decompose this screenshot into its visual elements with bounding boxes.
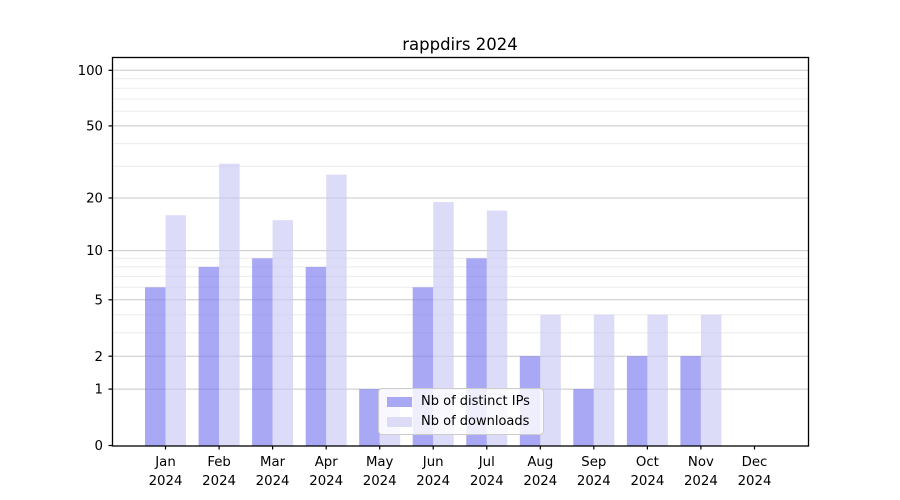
x-tick-label-year: 2024 — [577, 474, 611, 489]
x-tick-label-year: 2024 — [363, 474, 397, 489]
x-tick-label-year: 2024 — [738, 474, 772, 489]
y-tick-label: 100 — [78, 64, 103, 79]
bar-nov-downloads — [700, 314, 722, 446]
legend-swatch-distinct-ips — [387, 396, 412, 407]
x-tick-label-month: Feb — [207, 455, 231, 470]
x-tick-label-month: Mar — [260, 455, 286, 470]
legend-item-downloads: Nb of downloads — [387, 414, 535, 429]
bar-aug-downloads — [540, 314, 561, 446]
x-tick-label-month: Jul — [478, 455, 495, 470]
x-tick-label-month: Dec — [742, 455, 768, 470]
x-tick-label-year: 2024 — [309, 474, 343, 489]
legend-swatch-downloads — [387, 416, 412, 427]
bar-jan-distinct-ips — [145, 287, 166, 446]
chart-title: rappdirs 2024 — [402, 35, 518, 54]
x-tick-label-month: Jun — [422, 455, 444, 470]
bar-jan-downloads — [165, 215, 186, 446]
x-tick-label-month: Aug — [527, 455, 553, 470]
x-tick-label-year: 2024 — [202, 474, 236, 489]
bar-feb-downloads — [219, 163, 240, 446]
bar-feb-distinct-ips — [198, 266, 220, 446]
bar-nov-distinct-ips — [680, 356, 701, 446]
bar-may-distinct-ips — [359, 389, 380, 446]
x-tick-label-year: 2024 — [470, 474, 504, 489]
bar-mar-distinct-ips — [252, 258, 273, 446]
y-tick-label: 20 — [86, 192, 103, 207]
bars-layer — [145, 163, 722, 446]
x-tick-label-year: 2024 — [630, 474, 664, 489]
x-tick-label-year: 2024 — [256, 474, 290, 489]
legend-label-distinct-ips: Nb of distinct IPs — [421, 394, 530, 409]
x-tick-label-month: Sep — [581, 455, 606, 470]
y-tick-label: 0 — [95, 439, 103, 454]
bar-sep-downloads — [593, 314, 615, 446]
x-tick-label-month: Jan — [154, 455, 176, 470]
x-tick-label-year: 2024 — [684, 474, 718, 489]
bar-jul-downloads — [486, 210, 508, 446]
x-tick-label-year: 2024 — [523, 474, 557, 489]
bar-sep-distinct-ips — [573, 389, 594, 446]
y-tick-label: 1 — [95, 383, 103, 398]
x-tick-label-month: Apr — [315, 455, 339, 470]
bar-apr-downloads — [326, 174, 347, 446]
bar-oct-downloads — [647, 314, 668, 446]
x-tick-label-month: Nov — [688, 455, 714, 470]
y-tick-label: 2 — [95, 350, 103, 365]
bar-jun-downloads — [433, 202, 454, 446]
y-axis-labels: 0 1 2 5 10 20 50 100 — [78, 64, 103, 454]
legend: Nb of distinct IPs Nb of downloads — [378, 388, 544, 435]
tick-marks — [108, 69, 756, 450]
bar-apr-distinct-ips — [305, 266, 327, 446]
y-tick-label: 5 — [95, 293, 103, 308]
y-tick-label: 10 — [86, 244, 103, 259]
y-tick-label: 50 — [86, 120, 103, 135]
x-tick-label-month: Oct — [636, 455, 659, 470]
x-axis-labels: Jan 2024 Feb 2024 Mar 2024 Apr 2024 May 2024 Jun 20… — [149, 455, 772, 489]
bar-oct-distinct-ips — [626, 356, 648, 446]
legend-item-distinct-ips: Nb of distinct IPs — [387, 394, 535, 409]
x-tick-label-month: May — [366, 455, 394, 470]
x-tick-label-year: 2024 — [149, 474, 183, 489]
x-tick-label-year: 2024 — [416, 474, 450, 489]
bar-mar-downloads — [272, 220, 294, 446]
legend-label-downloads: Nb of downloads — [421, 414, 530, 429]
plot-border — [111, 56, 810, 447]
